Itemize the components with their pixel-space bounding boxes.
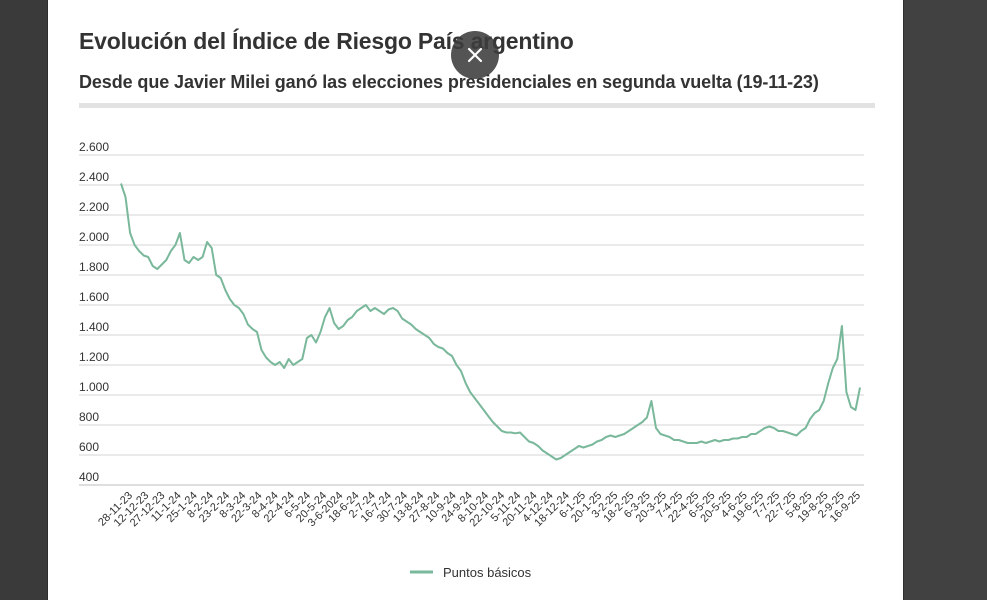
close-button[interactable] [451,31,499,79]
y-tick-label: 2.000 [79,230,109,244]
series-line-puntos-basicos [120,183,861,461]
y-tick-label: 1.800 [79,260,109,274]
y-tick-label: 800 [79,410,99,424]
y-tick-label: 600 [79,440,99,454]
y-tick-label: 1.000 [79,380,109,394]
chart-card: Evolución del Índice de Riesgo País arge… [47,0,904,600]
y-tick-label: 400 [79,470,99,484]
y-tick-label: 1.600 [79,290,109,304]
y-tick-label: 2.400 [79,170,109,184]
line-chart: 400 600 800 1.000 1.200 1.400 1.600 1.800 2.000 2… [79,140,864,580]
legend-label: Puntos básicos [443,565,532,580]
chart-subtitle: Desde que Javier Milei ganó las eleccion… [79,72,819,92]
series-lines [120,183,861,461]
close-icon [467,47,483,63]
y-tick-label: 1.200 [79,350,109,364]
header-divider [79,103,875,108]
x-axis-tick-labels: 28-11-2312-12-2327-12-2311-1-2425-1-248-… [96,490,863,530]
legend: Puntos básicos [410,565,532,580]
y-axis-tick-labels: 400 600 800 1.000 1.200 1.400 1.600 1.800 2.000 2… [79,140,109,484]
y-tick-label: 2.200 [79,200,109,214]
y-tick-label: 2.600 [79,140,109,154]
y-tick-label: 1.400 [79,320,109,334]
gridlines [79,154,864,486]
backdrop-right [904,0,987,600]
